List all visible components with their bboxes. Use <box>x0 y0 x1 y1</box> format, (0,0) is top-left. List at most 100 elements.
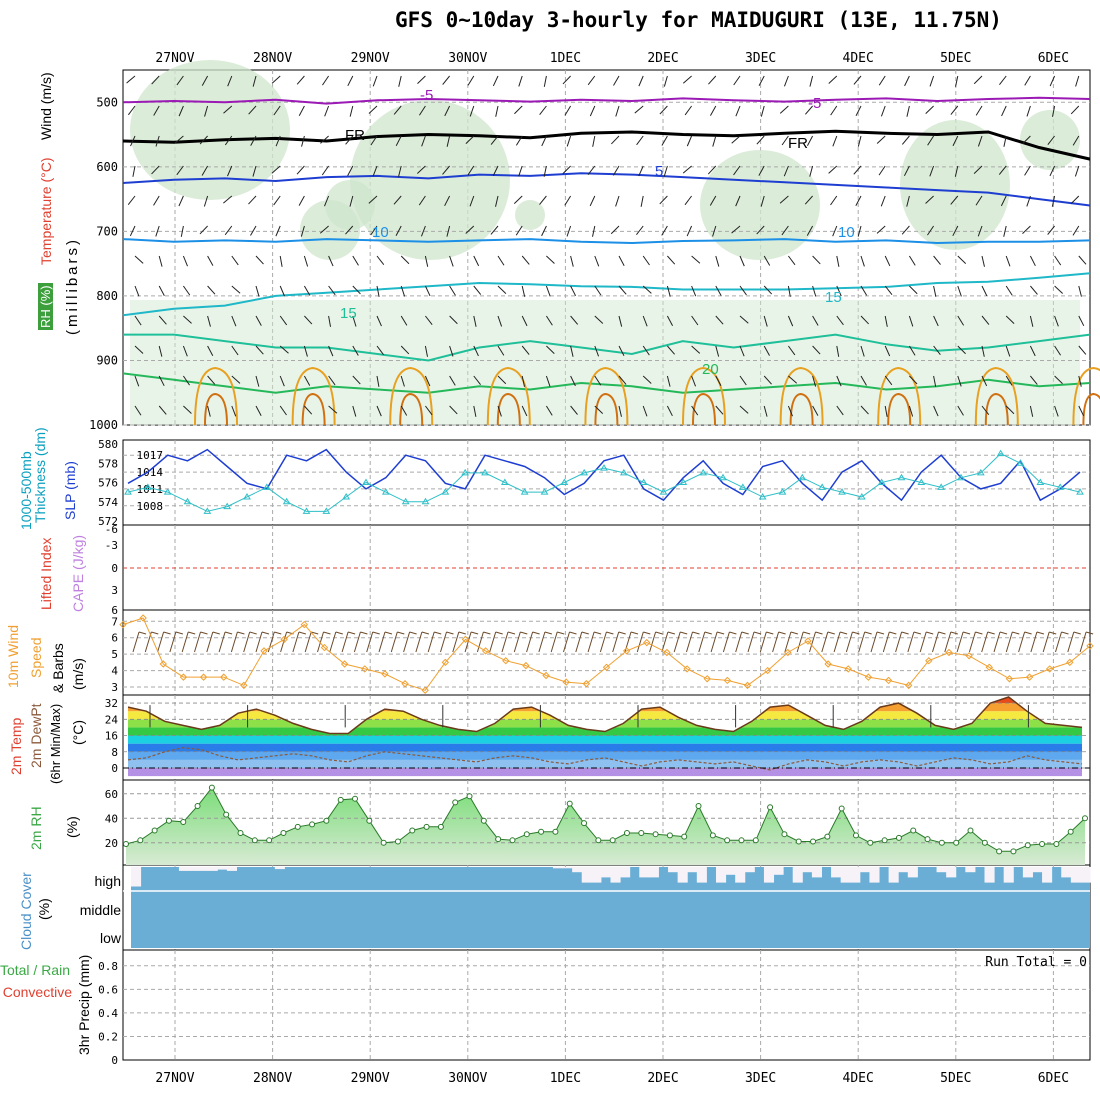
wind-barb <box>328 285 336 296</box>
temp-ytick-24: 24 <box>105 713 119 726</box>
cloud-high-gap <box>226 867 237 871</box>
top-day-label-3DEC: 3DEC <box>745 51 776 66</box>
wind-barb <box>518 165 523 177</box>
wind-barb <box>449 405 458 415</box>
thickness-marker <box>381 488 390 495</box>
wind-barb <box>788 255 796 266</box>
wind-barb <box>158 315 167 325</box>
wind-barb <box>876 135 886 144</box>
wind-barb <box>1005 315 1015 325</box>
wind-barb <box>594 255 600 267</box>
wind-barb <box>370 225 378 236</box>
rh2m-ytick-20: 20 <box>105 837 118 850</box>
wind10m-unit-label: (m/s) <box>70 658 86 690</box>
rh2m-marker <box>452 799 459 806</box>
cloud-high-gap <box>763 867 775 883</box>
wind-barb <box>469 105 475 117</box>
cloud-label: Cloud Cover <box>18 872 34 950</box>
wind-barb <box>227 165 233 177</box>
thickness-ytick-572: 572 <box>98 515 118 528</box>
wind-barb <box>830 195 838 206</box>
rh2m-marker <box>137 837 144 844</box>
wind-barb <box>860 285 868 296</box>
wind-barb <box>417 75 426 85</box>
wind-barb <box>497 255 505 266</box>
wind-barb <box>957 255 967 265</box>
wind-barb <box>909 375 918 385</box>
wind-barb <box>521 345 530 355</box>
wind-barb <box>828 75 838 84</box>
wind-barb <box>880 195 886 207</box>
bottom-day-label-5DEC: 5DEC <box>940 1071 971 1086</box>
wind-barb <box>998 165 1007 175</box>
wind-barb <box>663 165 668 177</box>
wind10m-barb <box>661 631 669 653</box>
rh2m-marker <box>795 838 802 845</box>
wind10m-barb-flag <box>729 631 737 635</box>
wind-barb <box>804 195 813 205</box>
wind-barb <box>418 105 426 116</box>
wind10m-barb-flag <box>323 631 331 635</box>
wind10m-barb-flag <box>569 631 577 635</box>
wind-barb <box>207 375 216 385</box>
wind-barb <box>642 285 652 294</box>
chart-title: GFS 0~10day 3-hourly for MAIDUGURI (13E,… <box>395 8 1002 32</box>
contour-label: 5 <box>655 163 663 180</box>
wind10m-barb <box>747 631 755 653</box>
wind10m-label: 10m Wind <box>5 624 21 688</box>
wind10m-barb-flag <box>913 631 922 635</box>
wind-barb <box>497 285 507 295</box>
wind-barb <box>901 135 910 145</box>
rh-shading <box>1020 110 1080 170</box>
wind-barb <box>158 345 163 357</box>
wind-barb <box>884 315 888 327</box>
wind-barb <box>473 315 477 327</box>
wind-barb <box>320 135 329 144</box>
wind10m-barb-flag <box>532 631 540 635</box>
wind10m-barb <box>1079 631 1087 653</box>
wind10m-marker <box>280 635 288 644</box>
temp-line <box>127 696 1083 735</box>
wind10m-barb <box>599 631 607 653</box>
wind-barb <box>250 225 257 236</box>
slp-ytick-1017: 1017 <box>137 449 164 462</box>
wind10m-barb <box>464 631 472 653</box>
cloud-high-gap <box>802 867 813 873</box>
wind-barb <box>981 375 988 387</box>
wind10m-barb <box>403 631 411 653</box>
wind10m-barb <box>1042 631 1050 653</box>
rh-shading <box>515 200 545 230</box>
wind-barb <box>495 195 499 207</box>
wind-barb <box>521 375 525 387</box>
wind-barb <box>183 315 192 324</box>
wind-barb <box>981 315 990 325</box>
rh2m-marker <box>1039 840 1046 847</box>
wind10m-barb <box>526 631 534 653</box>
wind10m-panel <box>122 609 1091 696</box>
wind-barb <box>812 285 817 297</box>
rh2m-marker <box>123 840 129 847</box>
wind10m-speed-label: Speed <box>28 637 44 678</box>
thickness-marker <box>619 468 628 476</box>
wind-barb <box>1026 195 1031 207</box>
wind-barb <box>178 195 184 207</box>
wind10m-marker <box>502 657 510 665</box>
wind-barb <box>592 225 596 237</box>
wind10m-marker <box>481 647 490 655</box>
wind-barb <box>465 225 475 234</box>
wind10m-barb-flag <box>212 631 220 635</box>
rh2m-marker <box>1053 840 1060 847</box>
thickness-marker <box>342 492 351 500</box>
wind-barb <box>420 225 426 237</box>
bottom-day-label-4DEC: 4DEC <box>843 1071 874 1086</box>
wind-barb <box>594 315 604 324</box>
wind-barb <box>973 165 983 175</box>
wind-barb <box>182 375 190 386</box>
wind10m-barb <box>243 631 251 653</box>
wind-barb <box>300 225 305 237</box>
rh2m-marker <box>194 803 201 810</box>
wind-barb <box>352 285 361 295</box>
contour-label: 10 <box>372 224 389 241</box>
cloud-high-gap <box>831 867 842 878</box>
wind10m-barb <box>440 631 447 653</box>
